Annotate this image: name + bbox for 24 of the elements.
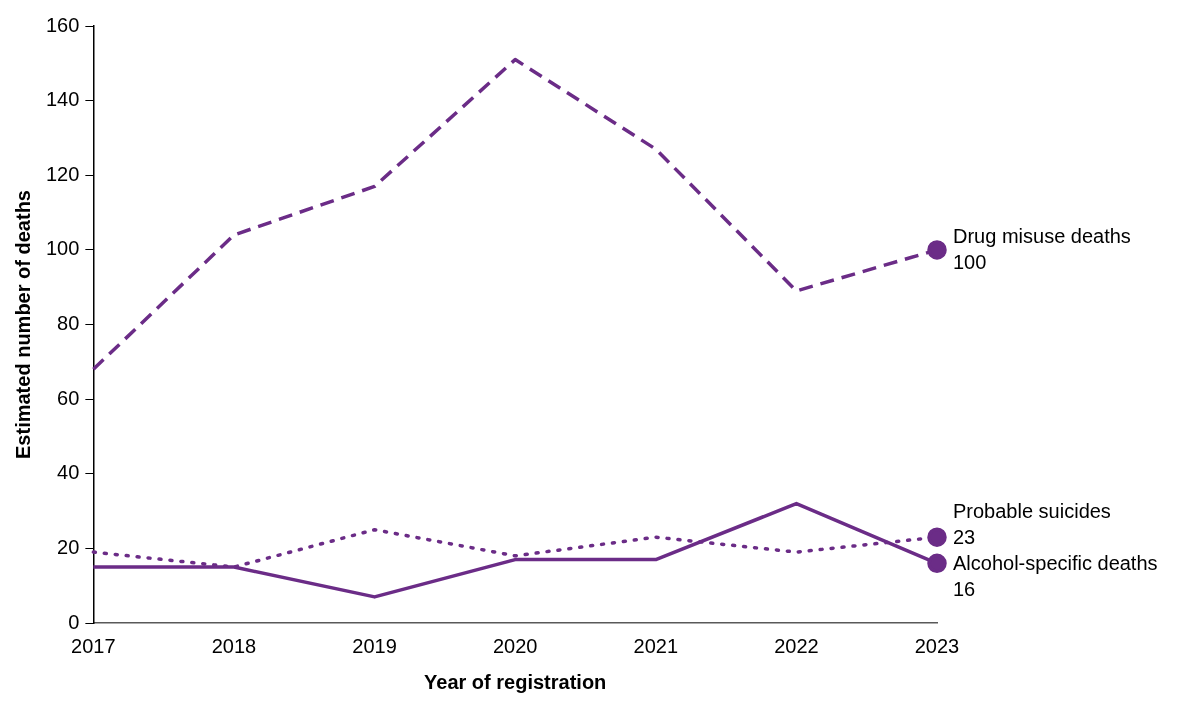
y-tick-label: 40 [57, 461, 80, 484]
x-tick-label: 2020 [492, 634, 538, 657]
x-tick-label: 2019 [352, 634, 397, 657]
y-tick-label: 80 [57, 312, 80, 335]
x-axis-title: Year of registration [424, 670, 607, 693]
x-tick-label: 2018 [211, 634, 257, 657]
y-tick-label: 0 [68, 610, 80, 633]
y-tick-label: 160 [45, 13, 80, 36]
y-tick-label: 120 [45, 162, 80, 185]
series-label: Alcohol-specific deaths [953, 551, 1158, 574]
data-label: 23 [953, 525, 976, 548]
x-tick-label: 2023 [914, 634, 960, 657]
y-tick-label: 60 [57, 386, 80, 409]
data-label: 100 [953, 251, 987, 274]
series-label: Probable suicides [953, 499, 1111, 522]
x-tick-label: 2017 [71, 634, 116, 657]
y-tick-label: 20 [57, 535, 80, 558]
y-tick-label: 140 [45, 88, 80, 111]
y-axis-title: Estimated number of deaths [11, 190, 34, 459]
y-tick-label: 100 [45, 237, 80, 260]
data-label: 16 [953, 577, 976, 600]
x-tick-label: 2022 [774, 634, 819, 657]
x-tick-label: 2021 [633, 634, 679, 657]
series-label: Drug misuse deaths [953, 225, 1131, 248]
